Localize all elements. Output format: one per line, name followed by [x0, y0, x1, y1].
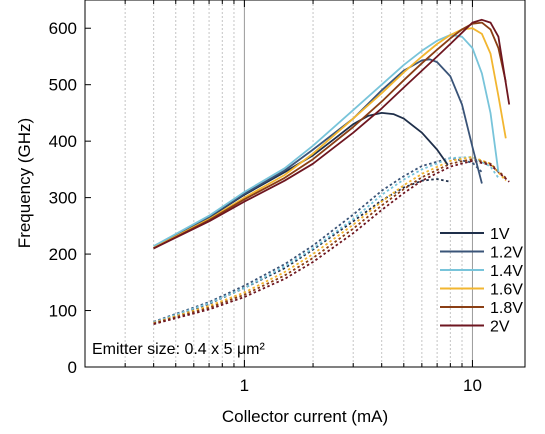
- y-axis-label: Frequency (GHz): [15, 118, 34, 248]
- x-axis-label: Collector current (mA): [222, 407, 388, 426]
- series-fmax-1.4V: [153, 156, 500, 324]
- x-tick-label: 1: [240, 376, 249, 395]
- grid: [124, 0, 473, 367]
- legend-label-1.8V: 1.8V: [490, 300, 523, 317]
- ticks: 0 100 200 300 400 500 600 1 10: [49, 0, 482, 395]
- series-ft-1.6V: [153, 27, 507, 249]
- series-fmax-1.6V: [153, 156, 507, 324]
- legend-label-2V: 2V: [490, 319, 510, 336]
- legend-label-1.4V: 1.4V: [490, 263, 523, 280]
- annotation: Emitter size: 0.4 x 5 μm²: [92, 341, 265, 358]
- series-ft-2V: [153, 18, 511, 250]
- series-fmax-2V: [153, 160, 510, 325]
- y-tick-label: 100: [49, 302, 77, 321]
- y-tick-label: 300: [49, 189, 77, 208]
- y-tick-label: 400: [49, 132, 77, 151]
- legend-label-1V: 1V: [490, 226, 510, 243]
- x-tick-label: 10: [463, 376, 482, 395]
- y-tick-label: 200: [49, 245, 77, 264]
- series-ft-1.2V: [153, 58, 483, 249]
- series-fmax-1V: [153, 178, 451, 324]
- y-tick-label: 600: [49, 19, 77, 38]
- y-tick-label: 0: [68, 358, 77, 377]
- series-fmax-1.8V: [153, 158, 507, 325]
- plot-frame: [84, 0, 526, 368]
- legend: 1V 1.2V1.4V 1.6V1.8V 2V: [440, 226, 523, 336]
- legend-label-1.6V: 1.6V: [490, 282, 523, 299]
- series-ft-1.4V: [153, 34, 500, 247]
- series-layer: [153, 18, 511, 325]
- series-ft-1.8V: [153, 21, 507, 250]
- series-fmax-1.2V: [153, 157, 483, 323]
- legend-label-1.2V: 1.2V: [490, 245, 523, 262]
- y-tick-label: 500: [49, 76, 77, 95]
